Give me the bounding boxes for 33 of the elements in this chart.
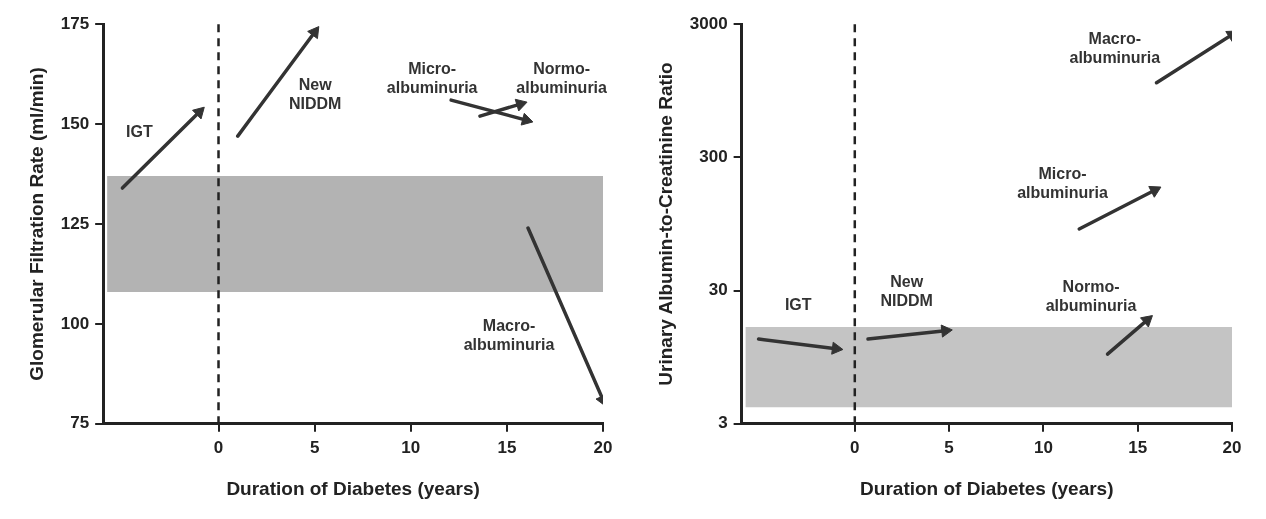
series-label: New NIDDM [288, 75, 342, 112]
series-label: Macro-albuminuria [1069, 29, 1161, 66]
x-tick-label: 10 [401, 437, 421, 457]
x-tick-label: 20 [593, 437, 613, 457]
x-tick-label: 5 [309, 437, 320, 457]
series-label: Micro-albuminuria [386, 59, 478, 96]
series-label: New NIDDM [880, 273, 933, 310]
series-label: Normo-albuminuria [516, 59, 608, 96]
y-tick-label: 30 [708, 280, 728, 300]
x-tick-label: 0 [850, 437, 860, 457]
x-tick-label: 15 [1128, 437, 1148, 457]
y-tick-label: 150 [60, 113, 90, 133]
y-tick-label: 175 [60, 13, 90, 33]
y-tick-label: 300 [699, 147, 728, 167]
y-axis-title: Urinary Albumin-to-Creatinine Ratio [654, 62, 676, 386]
series-label: Normo-albuminuria [1045, 278, 1137, 315]
y-axis-title: Glomerular Filtration Rate (ml/min) [25, 67, 47, 381]
x-axis-title: Duration of Diabetes (years) [226, 477, 480, 499]
y-tick-label: 75 [70, 413, 90, 433]
x-tick-label: 5 [944, 437, 954, 457]
x-axis-title: Duration of Diabetes (years) [860, 477, 1114, 499]
y-tick-label: 125 [60, 213, 90, 233]
series-label: Macro-albuminuria [463, 317, 555, 354]
x-tick-label: 15 [497, 437, 517, 457]
y-tick-label: 3 [718, 413, 728, 433]
y-tick-label: 3000 [689, 13, 728, 33]
x-tick-label: 10 [1033, 437, 1053, 457]
series-label: IGT [126, 122, 153, 140]
y-tick-label: 100 [60, 313, 90, 333]
series-label: IGT [784, 295, 812, 313]
series-label: Micro-albuminuria [1017, 165, 1108, 202]
x-tick-label: 20 [1222, 437, 1242, 457]
x-tick-label: 0 [213, 437, 224, 457]
